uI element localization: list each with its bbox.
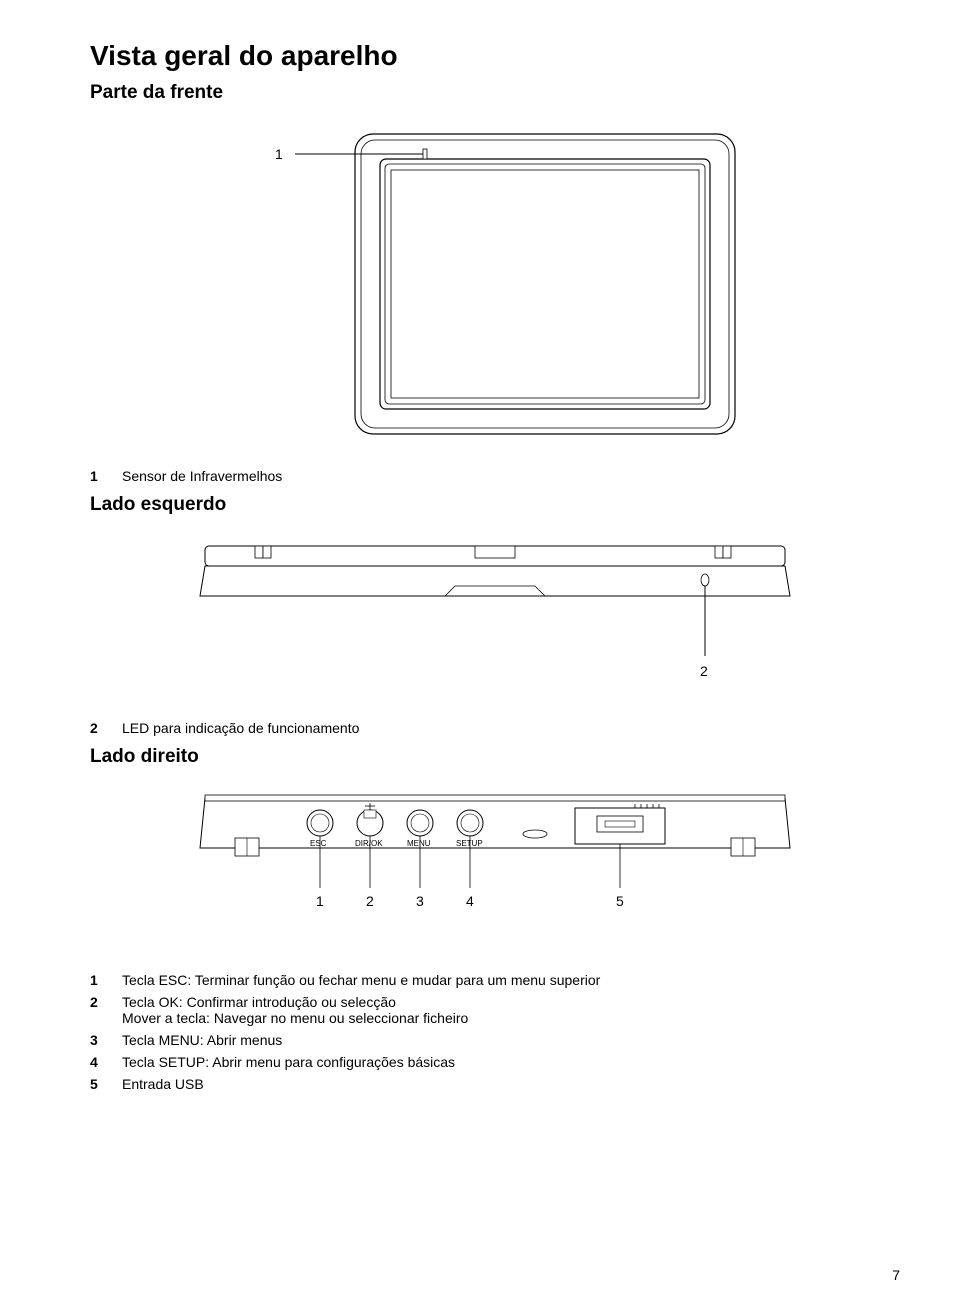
right-diagram-wrap: ESC DIR/OK MENU SETUP 1 2 3 4 5 [90, 788, 900, 948]
btn-label-menu: MENU [407, 839, 431, 848]
front-legend: 1 Sensor de Infravermelhos [90, 468, 900, 484]
legend-num: 2 [90, 720, 104, 736]
btn-label-esc: ESC [310, 839, 327, 848]
legend-num: 4 [90, 1054, 104, 1070]
section-front-header: Parte da frente [90, 82, 900, 104]
legend-text: Tecla ESC: Terminar função ou fechar men… [122, 972, 900, 988]
legend-text: Sensor de Infravermelhos [122, 468, 900, 484]
front-callout-1: 1 [275, 146, 283, 162]
right-callout-1: 1 [316, 893, 324, 909]
section-right-header: Lado direito [90, 746, 900, 768]
legend-num: 3 [90, 1032, 104, 1048]
legend-row: 5 Entrada USB [90, 1076, 900, 1092]
legend-row: 2 Tecla OK: Confirmar introdução ou sele… [90, 994, 900, 1026]
page-number: 7 [892, 1267, 900, 1283]
btn-label-dirok: DIR/OK [355, 839, 383, 848]
right-diagram: ESC DIR/OK MENU SETUP 1 2 3 4 5 [145, 788, 845, 948]
legend-text: Tecla SETUP: Abrir menu para configuraçõ… [122, 1054, 900, 1070]
front-diagram-wrap: 1 [90, 124, 900, 444]
right-callout-3: 3 [416, 893, 424, 909]
legend-num: 1 [90, 972, 104, 988]
legend-num: 1 [90, 468, 104, 484]
front-diagram: 1 [235, 124, 755, 444]
right-callout-4: 4 [466, 893, 474, 909]
legend-num: 5 [90, 1076, 104, 1092]
btn-label-setup: SETUP [456, 839, 483, 848]
right-legend: 1 Tecla ESC: Terminar função ou fechar m… [90, 972, 900, 1092]
right-callout-2: 2 [366, 893, 374, 909]
legend-text: Tecla OK: Confirmar introdução ou selecç… [122, 994, 900, 1026]
legend-text: Entrada USB [122, 1076, 900, 1092]
legend-row: 4 Tecla SETUP: Abrir menu para configura… [90, 1054, 900, 1070]
section-left-header: Lado esquerdo [90, 494, 900, 516]
legend-row: 2 LED para indicação de funcionamento [90, 720, 900, 736]
legend-row: 3 Tecla MENU: Abrir menus [90, 1032, 900, 1048]
legend-row: 1 Sensor de Infravermelhos [90, 468, 900, 484]
left-diagram: 2 [145, 536, 845, 696]
right-callout-5: 5 [616, 893, 624, 909]
legend-num: 2 [90, 994, 104, 1026]
left-legend: 2 LED para indicação de funcionamento [90, 720, 900, 736]
legend-row: 1 Tecla ESC: Terminar função ou fechar m… [90, 972, 900, 988]
left-callout-2: 2 [700, 663, 708, 679]
left-diagram-wrap: 2 [90, 536, 900, 696]
legend-text: LED para indicação de funcionamento [122, 720, 900, 736]
page-title: Vista geral do aparelho [90, 40, 900, 72]
legend-text: Tecla MENU: Abrir menus [122, 1032, 900, 1048]
